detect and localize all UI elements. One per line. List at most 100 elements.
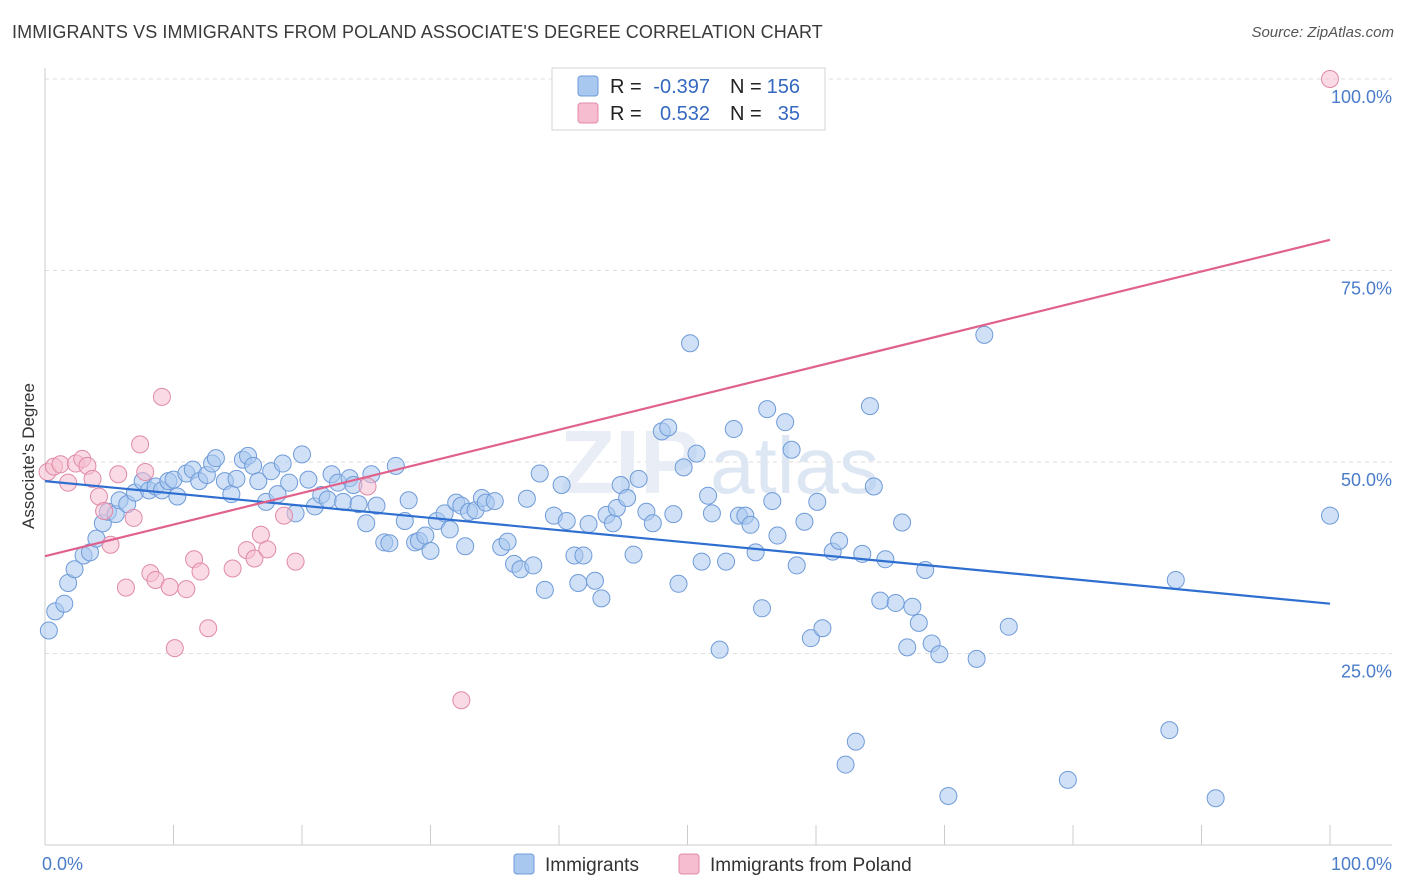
point-blue-123	[787, 556, 806, 575]
point-blue-32	[244, 456, 263, 475]
point-blue-135	[871, 591, 890, 610]
point-blue-47	[334, 492, 353, 511]
point-blue-153	[1321, 506, 1339, 525]
point-blue-127	[813, 619, 832, 638]
x-tick-label-0: 0.0%	[42, 854, 83, 874]
legend-swatch-pink	[577, 102, 599, 124]
y-tick-label-0: 100.0%	[1331, 87, 1392, 107]
point-blue-99	[643, 514, 662, 533]
point-pink-34	[1321, 70, 1339, 88]
legend-n-label-blue: N =	[730, 76, 762, 98]
point-pink-33	[452, 691, 471, 710]
point-blue-119	[763, 492, 782, 511]
legend-n-value-blue: 156	[767, 76, 800, 98]
point-blue-144	[930, 645, 949, 664]
point-blue-81	[535, 580, 554, 599]
point-blue-20	[168, 487, 187, 506]
point-blue-129	[830, 531, 849, 550]
y-axis-label: Associate's Degree	[19, 383, 38, 529]
point-pink-2	[51, 455, 70, 474]
point-blue-88	[579, 515, 598, 534]
point-blue-147	[975, 325, 994, 344]
point-blue-124	[795, 512, 814, 531]
point-pink-11	[109, 465, 128, 484]
x-tick-label-1: 100.0%	[1331, 854, 1392, 874]
point-blue-125	[801, 629, 820, 648]
point-blue-118	[758, 400, 777, 419]
point-blue-96	[624, 545, 643, 564]
point-pink-7	[83, 469, 102, 488]
point-pink-25	[223, 559, 242, 578]
legend-r-value-pink: 0.532	[660, 103, 710, 125]
point-pink-12	[116, 578, 135, 597]
point-blue-87	[574, 546, 593, 565]
point-pink-29	[258, 540, 277, 559]
point-blue-110	[710, 640, 729, 659]
point-blue-51	[357, 514, 376, 533]
point-pink-14	[131, 435, 150, 454]
point-pink-9	[95, 502, 114, 521]
point-pink-32	[358, 477, 377, 496]
point-blue-138	[893, 513, 912, 532]
point-blue-145	[939, 786, 958, 805]
point-blue-83	[552, 475, 571, 494]
point-blue-103	[669, 574, 688, 593]
point-pink-30	[275, 506, 294, 525]
grid-lines	[45, 78, 1392, 654]
y-tick-label-3: 25.0%	[1341, 662, 1392, 682]
point-blue-106	[687, 444, 706, 463]
legend: R = -0.397 N = 156 R = 0.532 N = 35	[551, 67, 826, 131]
point-pink-19	[160, 577, 179, 596]
point-blue-151	[1166, 570, 1185, 589]
point-blue-102	[664, 505, 683, 524]
point-blue-79	[524, 556, 543, 575]
legend-r-value-blue: -0.397	[653, 76, 710, 98]
point-pink-13	[124, 508, 143, 527]
point-blue-146	[967, 649, 986, 668]
point-blue-131	[846, 732, 865, 751]
point-blue-92	[603, 514, 622, 533]
point-pink-18	[152, 387, 171, 406]
legend-n-value-pink: 35	[778, 103, 800, 125]
point-pink-21	[177, 580, 196, 599]
point-pink-27	[245, 549, 264, 568]
point-blue-126	[808, 492, 827, 511]
point-pink-15	[136, 462, 155, 481]
point-blue-29	[227, 469, 246, 488]
point-blue-120	[768, 526, 787, 545]
point-blue-111	[717, 552, 736, 571]
point-blue-133	[860, 397, 879, 416]
point-blue-41	[299, 470, 318, 489]
point-blue-97	[629, 469, 648, 488]
point-blue-109	[702, 504, 721, 523]
point-blue-101	[659, 418, 678, 437]
point-blue-50	[349, 495, 368, 514]
legend-r-label-pink: R =	[610, 103, 642, 125]
point-blue-86	[569, 574, 588, 593]
bottom-legend-swatch-blue	[513, 853, 535, 875]
y-tick-label-2: 50.0%	[1341, 470, 1392, 490]
point-blue-80	[530, 464, 549, 483]
point-blue-139	[898, 638, 917, 657]
point-blue-89	[585, 571, 604, 590]
point-blue-61	[416, 526, 435, 545]
point-blue-0	[39, 621, 58, 640]
y-tick-label-1: 75.0%	[1341, 279, 1392, 299]
axes	[44, 68, 1392, 846]
series-immigrants-from-poland	[38, 70, 1339, 710]
trend-lines	[44, 238, 1331, 605]
point-blue-130	[836, 755, 855, 774]
point-blue-121	[776, 413, 795, 432]
point-blue-84	[557, 511, 576, 530]
point-pink-23	[191, 562, 210, 581]
point-blue-64	[435, 504, 454, 523]
bottom-legend: Immigrants Immigrants from Poland	[513, 853, 912, 876]
point-blue-137	[886, 593, 905, 612]
point-blue-117	[753, 599, 772, 618]
point-blue-112	[724, 420, 743, 439]
point-blue-134	[864, 477, 883, 496]
point-blue-140	[903, 597, 922, 616]
bottom-legend-label-poland: Immigrants from Poland	[710, 855, 912, 876]
point-blue-75	[498, 532, 517, 551]
